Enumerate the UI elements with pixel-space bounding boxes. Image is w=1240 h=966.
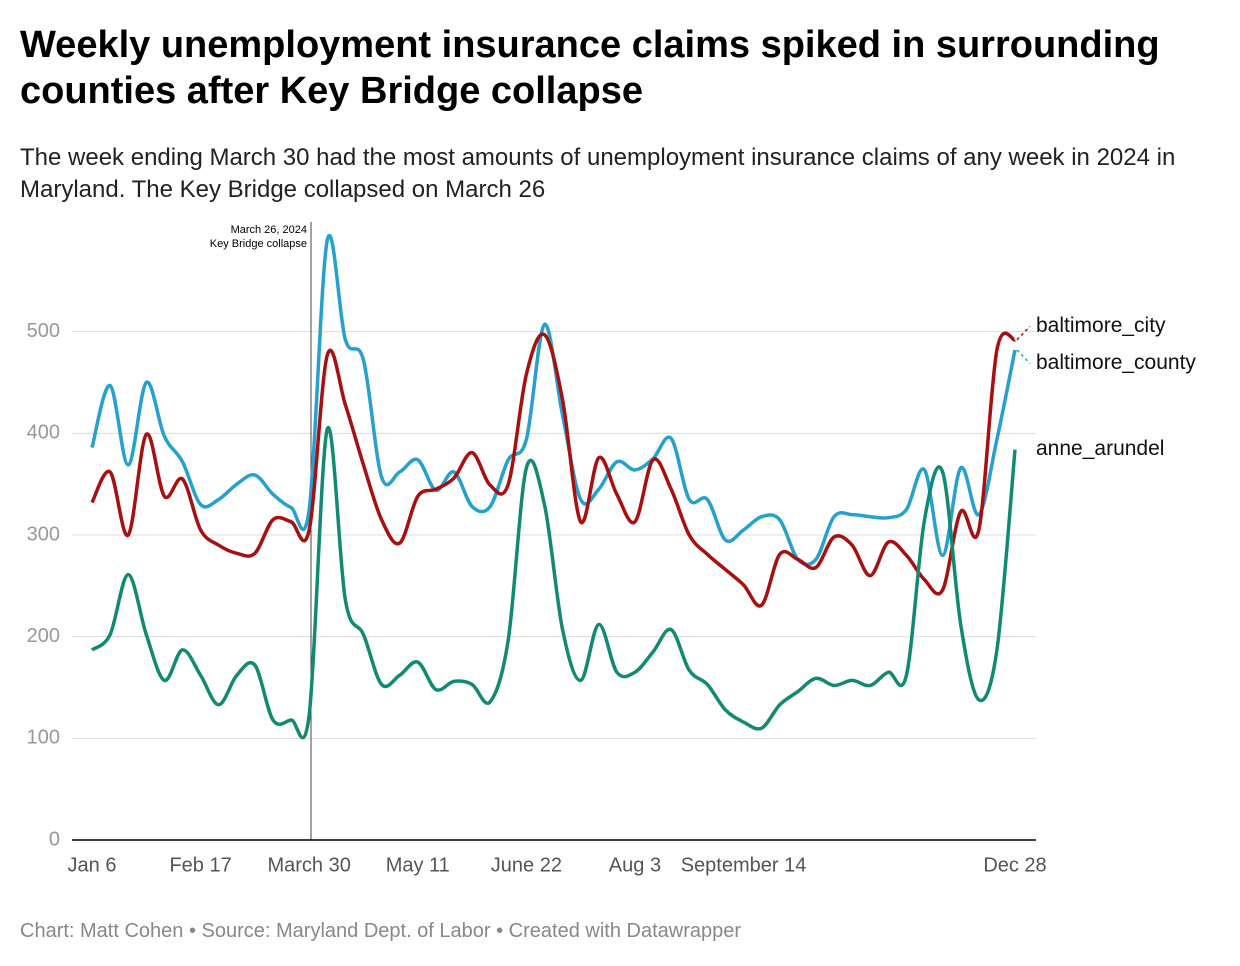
legend-label: baltimore_county	[1036, 351, 1196, 374]
chart-subtitle: The week ending March 30 had the most am…	[20, 144, 1176, 203]
x-tick-label: September 14	[681, 854, 807, 876]
x-tick-label: June 22	[491, 854, 562, 876]
y-tick-label: 100	[27, 727, 60, 749]
x-tick-label: Jan 6	[68, 854, 117, 876]
y-tick-label: 200	[27, 625, 60, 647]
x-tick-label: Feb 17	[169, 854, 231, 876]
x-tick-label: March 30	[267, 854, 350, 876]
annotation-text: March 26, 2024	[231, 224, 307, 236]
y-tick-label: 500	[27, 320, 60, 342]
legend-label: anne_arundel	[1036, 437, 1164, 460]
y-tick-label: 400	[27, 422, 60, 444]
y-tick-label: 0	[49, 828, 60, 850]
chart-title: Weekly unemployment insurance claims spi…	[20, 24, 1160, 112]
label-connector	[1016, 325, 1031, 341]
legend-label: baltimore_city	[1036, 314, 1166, 337]
x-tick-label: Dec 28	[983, 854, 1046, 876]
series-line	[90, 234, 1017, 567]
y-tick-label: 300	[27, 523, 60, 545]
source: Chart: Matt Cohen • Source: Maryland Dep…	[20, 920, 742, 942]
x-tick-label: May 11	[386, 854, 450, 876]
series-line	[90, 425, 1017, 740]
series-line	[90, 331, 1017, 608]
label-connector	[1016, 349, 1031, 364]
annotation-text: Key Bridge collapse	[210, 238, 307, 250]
x-tick-label: Aug 3	[609, 854, 661, 876]
